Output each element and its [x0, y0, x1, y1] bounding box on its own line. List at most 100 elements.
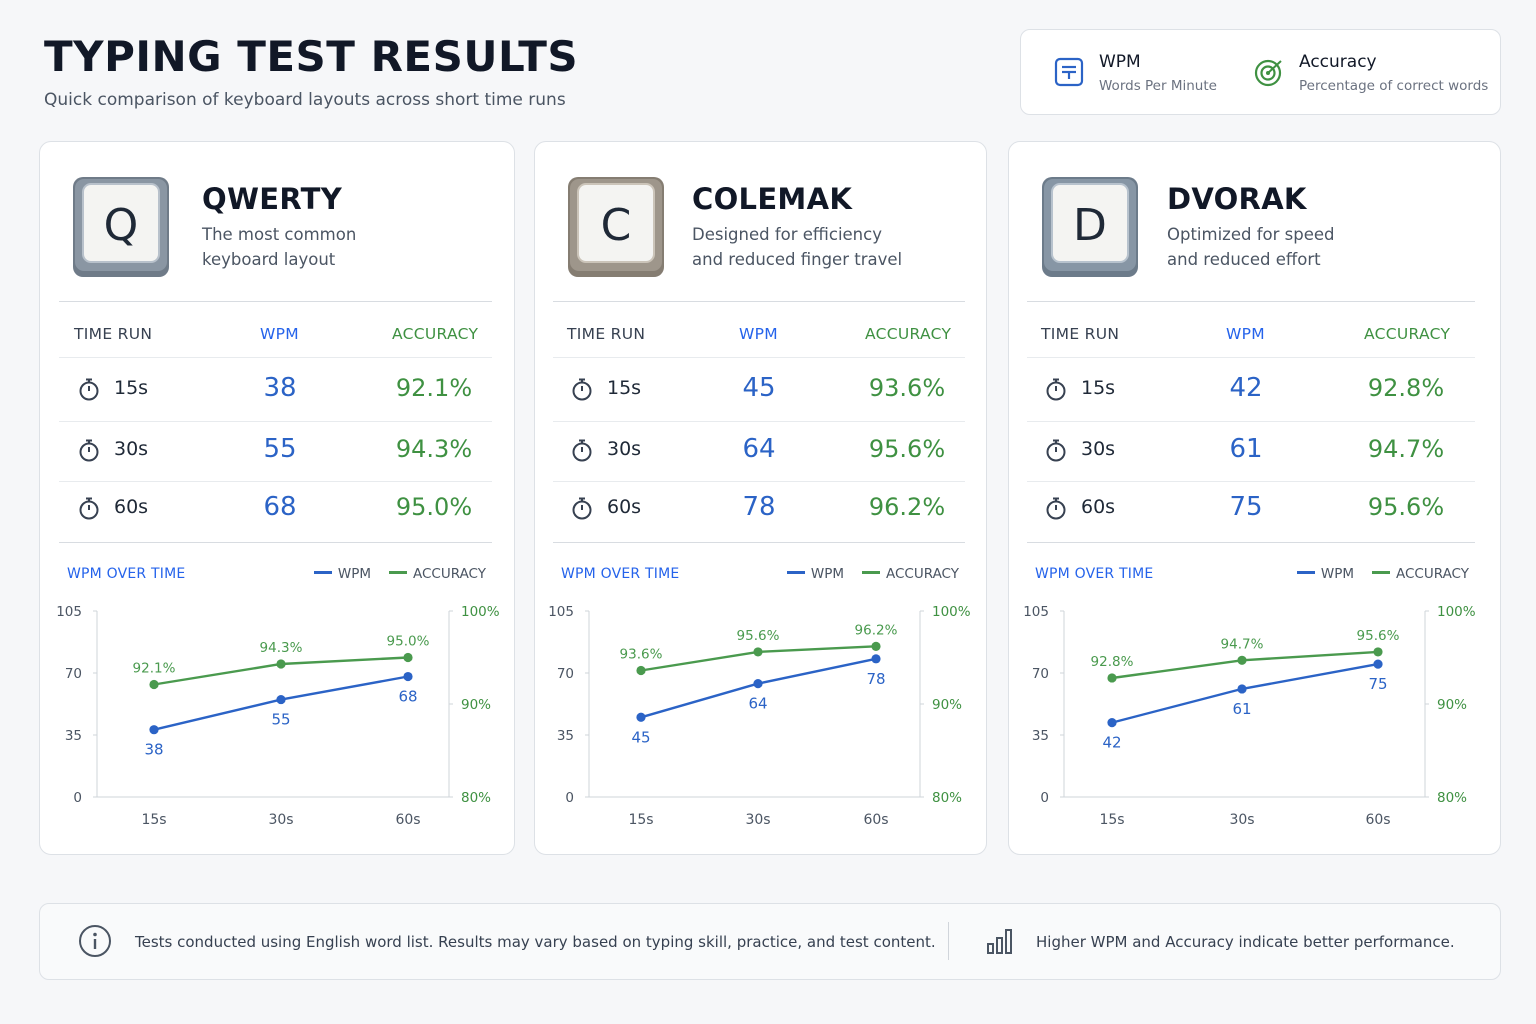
stopwatch-icon	[572, 378, 592, 401]
header-divider	[553, 301, 965, 302]
series-line-accuracy	[1111, 650, 1379, 680]
layout-description-line: keyboard layout	[202, 250, 336, 269]
cell-time-run: 60s	[1081, 496, 1116, 518]
data-point-accuracy	[753, 647, 763, 657]
data-label-accuracy: 94.7%	[1221, 636, 1264, 652]
y-tick-left: 105	[56, 604, 82, 620]
data-label-accuracy: 95.6%	[737, 628, 780, 644]
wpm-accuracy-chart: 0 35 70 105 80% 90% 100% 15s 30s 60s 42 61 75 92.8% 94…	[1023, 604, 1476, 828]
row-divider	[59, 357, 492, 358]
legend-wpm-title: WPM	[1099, 52, 1141, 72]
keycap-icon: Q	[73, 177, 169, 277]
data-label-accuracy: 95.6%	[1357, 628, 1400, 644]
y-tick-left: 70	[557, 666, 574, 682]
row-divider	[59, 421, 492, 422]
info-icon	[79, 925, 111, 957]
column-header-time: TIME RUN	[1041, 325, 1120, 343]
cell-time-run: 15s	[1081, 377, 1116, 399]
target-icon	[1254, 59, 1282, 87]
y-tick-right: 100%	[932, 604, 971, 620]
column-header-time: TIME RUN	[74, 325, 153, 343]
y-tick-left: 35	[65, 728, 82, 744]
y-tick-left: 70	[1032, 666, 1049, 682]
legend-wpm-desc: Words Per Minute	[1099, 78, 1217, 94]
x-tick-label: 60s	[395, 812, 420, 828]
chart-title: WPM OVER TIME	[1035, 566, 1154, 582]
row-divider	[553, 542, 965, 543]
data-point-wpm	[403, 671, 413, 682]
row-divider	[1027, 481, 1475, 482]
data-label-wpm: 75	[1368, 675, 1387, 693]
data-label-accuracy: 92.8%	[1091, 654, 1134, 670]
cell-accuracy: 94.3%	[395, 435, 473, 463]
y-tick-right: 80%	[461, 790, 491, 806]
legend-swatch-wpm	[1296, 570, 1315, 574]
y-tick-left: 70	[65, 666, 82, 682]
y-tick-left: 0	[1040, 790, 1049, 806]
data-point-accuracy	[636, 665, 646, 676]
stopwatch-icon	[79, 439, 99, 462]
layout-description: The most common keyboard layout	[202, 222, 356, 272]
cell-wpm: 38	[263, 373, 297, 403]
data-label-accuracy: 95.0%	[387, 634, 430, 650]
cell-time-run: 30s	[114, 438, 149, 460]
row-divider	[553, 357, 965, 358]
data-label-accuracy: 96.2%	[855, 622, 898, 638]
cell-accuracy: 93.6%	[868, 374, 946, 402]
wpm-accuracy-chart: 0 35 70 105 80% 90% 100% 15s 30s 60s 45 64 78 93.6% 95…	[548, 604, 971, 828]
data-point-wpm	[1107, 718, 1117, 728]
cell-time-run: 15s	[114, 377, 149, 399]
data-point-wpm	[1373, 659, 1383, 669]
data-point-accuracy	[403, 652, 413, 663]
y-tick-right: 80%	[932, 790, 962, 806]
legend-label-accuracy: ACCURACY	[413, 566, 486, 582]
x-tick-label: 30s	[268, 812, 293, 828]
data-point-accuracy	[871, 641, 881, 651]
data-label-wpm: 64	[748, 695, 767, 713]
layout-description-line: Optimized for speed	[1167, 225, 1335, 244]
data-point-accuracy	[149, 679, 159, 690]
legend-label-wpm: WPM	[810, 566, 844, 582]
data-point-accuracy	[1237, 655, 1247, 665]
wpm-accuracy-chart: 0 35 70 105 80% 90% 100% 15s 30s 60s 38 55 68 92.1% 94…	[56, 604, 500, 828]
row-divider	[1027, 357, 1475, 358]
page-subtitle: Quick comparison of keyboard layouts acr…	[44, 90, 566, 110]
data-label-wpm: 55	[271, 711, 290, 729]
cell-time-run: 60s	[114, 496, 149, 518]
cell-wpm: 68	[263, 492, 297, 522]
chart-title: WPM OVER TIME	[67, 566, 186, 582]
y-tick-left: 105	[1023, 604, 1049, 620]
y-tick-right: 90%	[461, 697, 491, 713]
legend-label-accuracy: ACCURACY	[1396, 566, 1469, 582]
data-label-accuracy: 92.1%	[133, 660, 176, 676]
bar-chart-icon	[987, 929, 1012, 954]
y-tick-right: 100%	[1437, 604, 1476, 620]
metrics-legend: WPM Words Per Minute Accuracy Percentage…	[1020, 29, 1501, 115]
y-tick-left: 0	[565, 790, 574, 806]
x-tick-label: 30s	[1229, 812, 1254, 828]
x-tick-label: 15s	[141, 812, 166, 828]
layout-description: Optimized for speed and reduced effort	[1167, 222, 1334, 272]
cell-wpm: 78	[742, 492, 776, 522]
legend-swatch-accuracy	[862, 570, 880, 574]
x-tick-label: 15s	[1099, 812, 1124, 828]
column-header-accuracy: ACCURACY	[1364, 325, 1451, 343]
column-header-wpm: WPM	[1226, 325, 1265, 343]
data-point-wpm	[636, 712, 646, 722]
row-divider	[1027, 542, 1475, 543]
data-point-accuracy	[276, 659, 286, 669]
layout-description-line: Designed for efficiency	[692, 225, 882, 244]
chart-legend: WPM ACCURACY	[313, 566, 486, 582]
keycap-icon: D	[1042, 177, 1138, 277]
data-label-wpm: 78	[866, 670, 885, 688]
y-tick-left: 35	[1032, 728, 1049, 744]
stopwatch-icon	[1046, 378, 1066, 401]
legend-label-wpm: WPM	[337, 566, 371, 582]
data-point-wpm	[1237, 684, 1247, 694]
stopwatch-icon	[1046, 439, 1066, 462]
row-divider	[553, 421, 965, 422]
layout-card-colemak: C COLEMAK Designed for efficiency and reduc…	[534, 141, 987, 855]
cell-accuracy: 95.6%	[1367, 493, 1445, 521]
cell-wpm: 75	[1229, 492, 1263, 522]
layout-description: Designed for efficiency and reduced finge…	[692, 222, 902, 272]
